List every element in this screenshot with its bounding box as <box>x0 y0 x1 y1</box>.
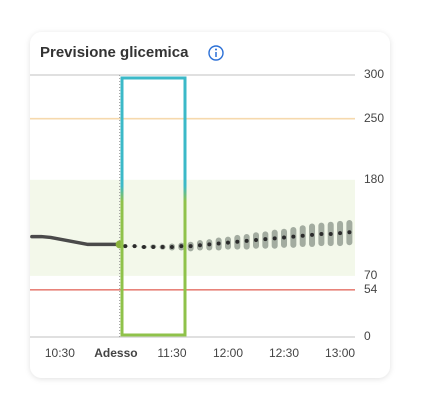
card-title: Previsione glicemica <box>40 44 189 61</box>
forecast-dot <box>179 244 184 249</box>
y-tick-label: 70 <box>364 268 378 282</box>
y-tick-label: 0 <box>364 329 371 343</box>
forecast-dot <box>225 240 230 245</box>
forecast-dot <box>160 245 165 250</box>
target-range <box>30 179 355 276</box>
y-tick-label: 300 <box>364 67 384 81</box>
forecast-dot <box>300 233 305 238</box>
forecast-dot <box>319 231 324 236</box>
forecast-dot <box>282 235 287 240</box>
forecast-dot <box>132 244 137 249</box>
forecast-dot <box>263 237 268 242</box>
forecast-dot <box>169 245 174 250</box>
forecast-dot <box>244 238 249 243</box>
forecast-dot <box>141 245 146 250</box>
history-line <box>30 234 122 247</box>
forecast-dot <box>338 231 343 236</box>
forecast-dot <box>235 239 240 244</box>
forecast-dot <box>291 234 296 239</box>
forecast-dot <box>347 230 352 235</box>
x-tick-label: Adesso <box>94 346 137 360</box>
forecast-dot <box>207 242 212 247</box>
forecast-dot <box>254 238 259 243</box>
forecast-dot <box>272 236 277 241</box>
forecast-dot <box>216 241 221 246</box>
x-tick-label: 10:30 <box>45 346 75 360</box>
x-tick-label: 12:00 <box>213 346 243 360</box>
x-tick-label: 13:00 <box>325 346 355 360</box>
y-tick-label: 54 <box>364 282 378 296</box>
forecast-dot <box>151 245 156 250</box>
x-tick-label: 12:30 <box>269 346 299 360</box>
forecast-dot <box>197 243 202 248</box>
y-tick-label: 250 <box>364 111 384 125</box>
forecast-dot <box>188 244 193 249</box>
y-tick-label: 180 <box>364 172 384 186</box>
selection-box <box>120 76 187 337</box>
forecast-dot <box>310 232 315 237</box>
forecast-dot <box>328 231 333 236</box>
forecast-dot <box>123 244 128 249</box>
x-tick-label: 11:30 <box>157 346 186 360</box>
info-icon[interactable] <box>208 45 224 61</box>
